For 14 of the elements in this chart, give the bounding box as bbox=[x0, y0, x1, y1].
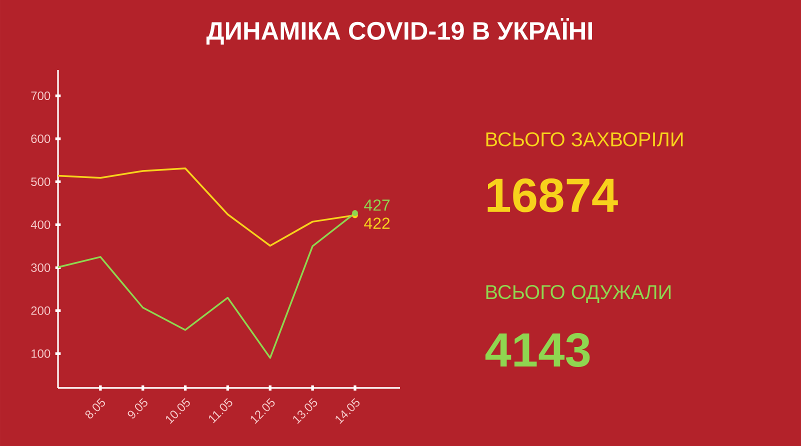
text: 16874 bbox=[488, 178, 618, 212]
y-tick-label: 600 bbox=[31, 134, 50, 144]
y-tick-label: 700 bbox=[31, 92, 50, 100]
text: 4143 bbox=[485, 332, 590, 368]
y-tick-label: 500 bbox=[31, 177, 50, 186]
y-tick-label: 400 bbox=[30, 220, 50, 229]
y-tick-label: 100 bbox=[32, 349, 50, 358]
y-tick-label: 200 bbox=[31, 306, 50, 315]
data-label: 422 bbox=[364, 218, 390, 229]
text: ВСЬОГО ОДУЖАЛИ bbox=[486, 285, 671, 303]
text: ВСЬОГО ЗАХВОРІЛИ bbox=[486, 132, 683, 146]
chart-title: ДИНАМІКА COVID-19 В УКРАЇНІ bbox=[206, 18, 592, 45]
y-tick-label: 300 bbox=[31, 263, 50, 272]
data-label: 427 bbox=[364, 200, 390, 211]
